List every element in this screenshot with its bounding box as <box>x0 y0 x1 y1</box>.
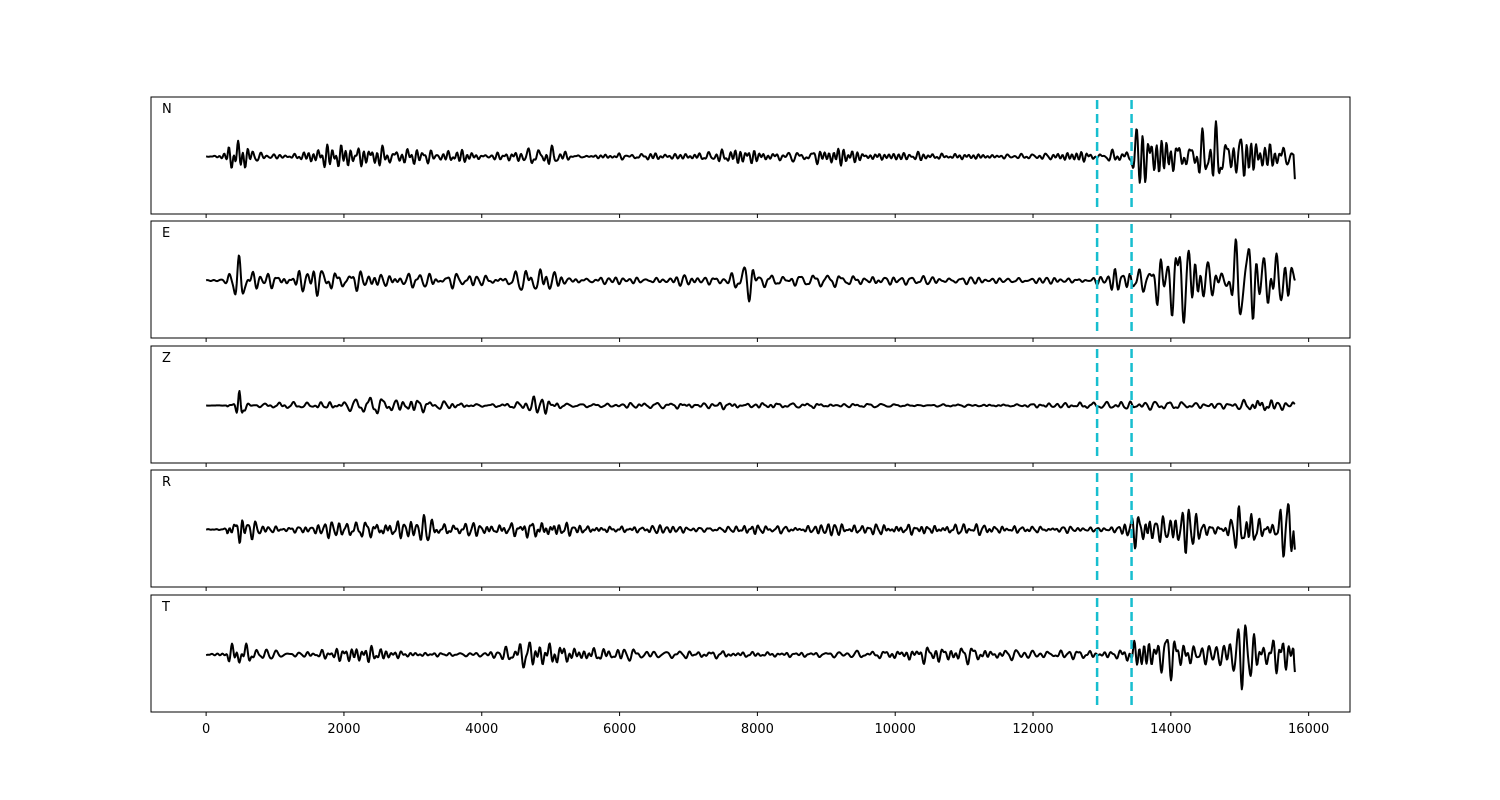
panel-frame <box>150 594 1351 713</box>
panel-label: E <box>162 226 170 241</box>
panel-label: T <box>161 600 170 615</box>
panel-label: R <box>162 475 171 490</box>
trace-line-e <box>205 238 1296 324</box>
trace-line-t <box>205 624 1296 691</box>
panel-n: N <box>150 96 1351 218</box>
x-tick-label: 14000 <box>1150 722 1191 737</box>
x-tick-label: 0 <box>202 722 210 737</box>
panels-group: N E Z R T <box>150 96 1351 716</box>
x-tick-label: 6000 <box>603 722 636 737</box>
trace-line-z <box>205 389 1296 415</box>
trace-line-r <box>205 503 1296 558</box>
x-tick-label: 4000 <box>465 722 498 737</box>
x-tick-label: 16000 <box>1288 722 1329 737</box>
x-tick-label: 2000 <box>327 722 360 737</box>
panel-label: N <box>162 102 172 117</box>
panel-frame <box>150 220 1351 339</box>
panel-e: E <box>150 220 1351 342</box>
panel-t: T <box>150 594 1351 716</box>
panel-frame <box>150 469 1351 588</box>
x-tick-label: 10000 <box>875 722 916 737</box>
panel-frame <box>150 345 1351 464</box>
trace-line-n <box>205 120 1296 184</box>
x-axis: 0 2000 4000 6000 8000 10000 12000 14000 16000 <box>202 722 1329 737</box>
panel-r: R <box>150 469 1351 591</box>
panel-frame <box>150 96 1351 215</box>
x-tick-label: 8000 <box>741 722 774 737</box>
panel-z: Z <box>150 345 1351 467</box>
x-tick-label: 12000 <box>1012 722 1053 737</box>
panel-label: Z <box>162 351 171 366</box>
